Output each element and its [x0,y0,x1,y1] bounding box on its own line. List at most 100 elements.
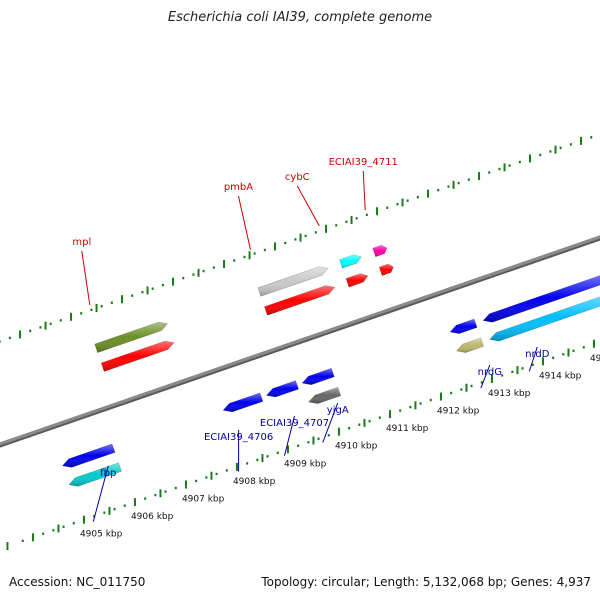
scale-dot-minus [348,427,351,430]
scale-dot-minus [552,356,555,360]
gene-shading [308,387,341,404]
gene-layer [61,244,600,487]
scale-dot-plus [8,336,11,340]
gene-label[interactable]: pmbA [224,182,253,193]
scale-dot-plus [90,308,93,311]
label-leader-line [362,170,366,211]
scale-dot-plus [457,181,460,185]
gene-label[interactable]: nrdG [478,367,502,378]
scale-dot-plus [518,160,521,164]
tick-label: 4914 kbp [539,371,582,381]
scale-dot-plus [355,217,358,220]
scale-dot-minus [113,507,116,511]
scale-dot-plus [49,322,52,326]
scale-dot-plus [141,290,144,294]
scale-dot-plus [182,276,185,280]
gene-label[interactable]: mpl [72,237,91,248]
gene-label[interactable]: ECIAI39_4707 [260,418,329,429]
gene-label[interactable]: yjgA [327,405,349,416]
tick-label: 4909 kbp [284,459,327,469]
scale-dot-plus [488,171,491,174]
scale-dot-plus [253,252,256,255]
scale-dot-plus [202,269,205,273]
gene-label[interactable]: ECIAI39_4706 [204,432,273,443]
scale-dot-minus [358,423,361,426]
label-leader-line [296,185,320,227]
tick-label: 4911 kbp [386,424,429,434]
scale-dot-plus [80,312,83,315]
scale-dot-minus [42,532,45,535]
scale-dot-minus [154,493,157,497]
scale-dot-minus [164,490,167,493]
scale-dot-minus [501,374,504,377]
scale-dot-minus [399,409,402,412]
scale-dot-plus [539,153,542,157]
label-leader-line [92,465,109,522]
scale-dot-minus [521,367,524,370]
gene-label[interactable]: ECIAI39_4711 [329,157,398,168]
scale-dot-minus [368,419,371,423]
label-leader-line [528,346,538,372]
gene-shading [223,392,263,412]
scale-dot-plus [406,199,409,202]
scale-dot-minus [266,455,269,458]
map-title: Escherichia coli IAI39, complete genome [167,10,433,25]
scale-dot-minus [103,511,106,514]
gene-shading [101,341,175,372]
gene-shading [483,275,600,323]
gene-shading [372,245,387,257]
scale-dot-minus [21,539,24,543]
gene-shading [456,337,484,353]
tick-label: 4913 kbp [488,389,531,399]
scale-dot-plus [549,150,552,153]
scale-dot-minus [72,522,75,525]
label-leader-line [81,250,91,306]
label-leader-line [480,364,491,389]
genome-backbone [0,235,600,446]
scale-dot-minus [582,346,585,349]
topology-text: Topology: circular; Length: 5,132,068 bp… [261,575,591,589]
scale-dot-plus [263,248,266,252]
scale-dot-plus [110,301,113,304]
scale-dot-minus [195,479,198,483]
scale-dot-plus [335,224,338,227]
scale-dot-minus [215,472,218,476]
tick-label: 4912 kbp [437,407,480,417]
scale-dot-plus [161,283,164,287]
gene-label[interactable]: cybC [285,172,310,183]
accession-text: Accession: NC_011750 [9,575,146,589]
scale-dot-plus [447,185,450,188]
scale-dot-plus [345,220,348,224]
label-leader-line [284,415,295,456]
scale-dot-plus [508,164,511,167]
scale-dot-plus [467,178,470,181]
gene-shading [69,462,122,487]
scale-dot-minus [62,525,65,528]
scale-dot-minus [246,462,249,465]
gene-shading [257,266,329,297]
gene-shading [346,273,368,288]
scale-dot-plus [192,273,195,276]
scale-dot-plus [590,136,593,139]
scale-dot-minus [409,405,412,409]
gene-shading [379,264,394,276]
scale-dot-plus [437,188,440,192]
scale-dot-plus [559,146,562,150]
backbone-layer [0,235,600,448]
scale-dot-minus [572,349,575,352]
scale-dot-plus [0,340,1,343]
gene-label[interactable]: fbp [100,468,116,479]
scale-dot-minus [511,370,514,374]
scale-dot-minus [52,529,55,532]
tick-label: 4905 kbp [80,530,123,540]
scale-dot-minus [144,497,147,500]
scale-dot-plus [294,238,297,241]
gene-shading [62,443,115,468]
scale-dot-minus [276,451,279,455]
scale-dot-plus [386,206,389,209]
scale-dot-minus [93,514,96,518]
label-leader-line [237,195,251,250]
gene-label[interactable]: nrdD [525,349,550,360]
tick-label: 4907 kbp [182,495,225,505]
